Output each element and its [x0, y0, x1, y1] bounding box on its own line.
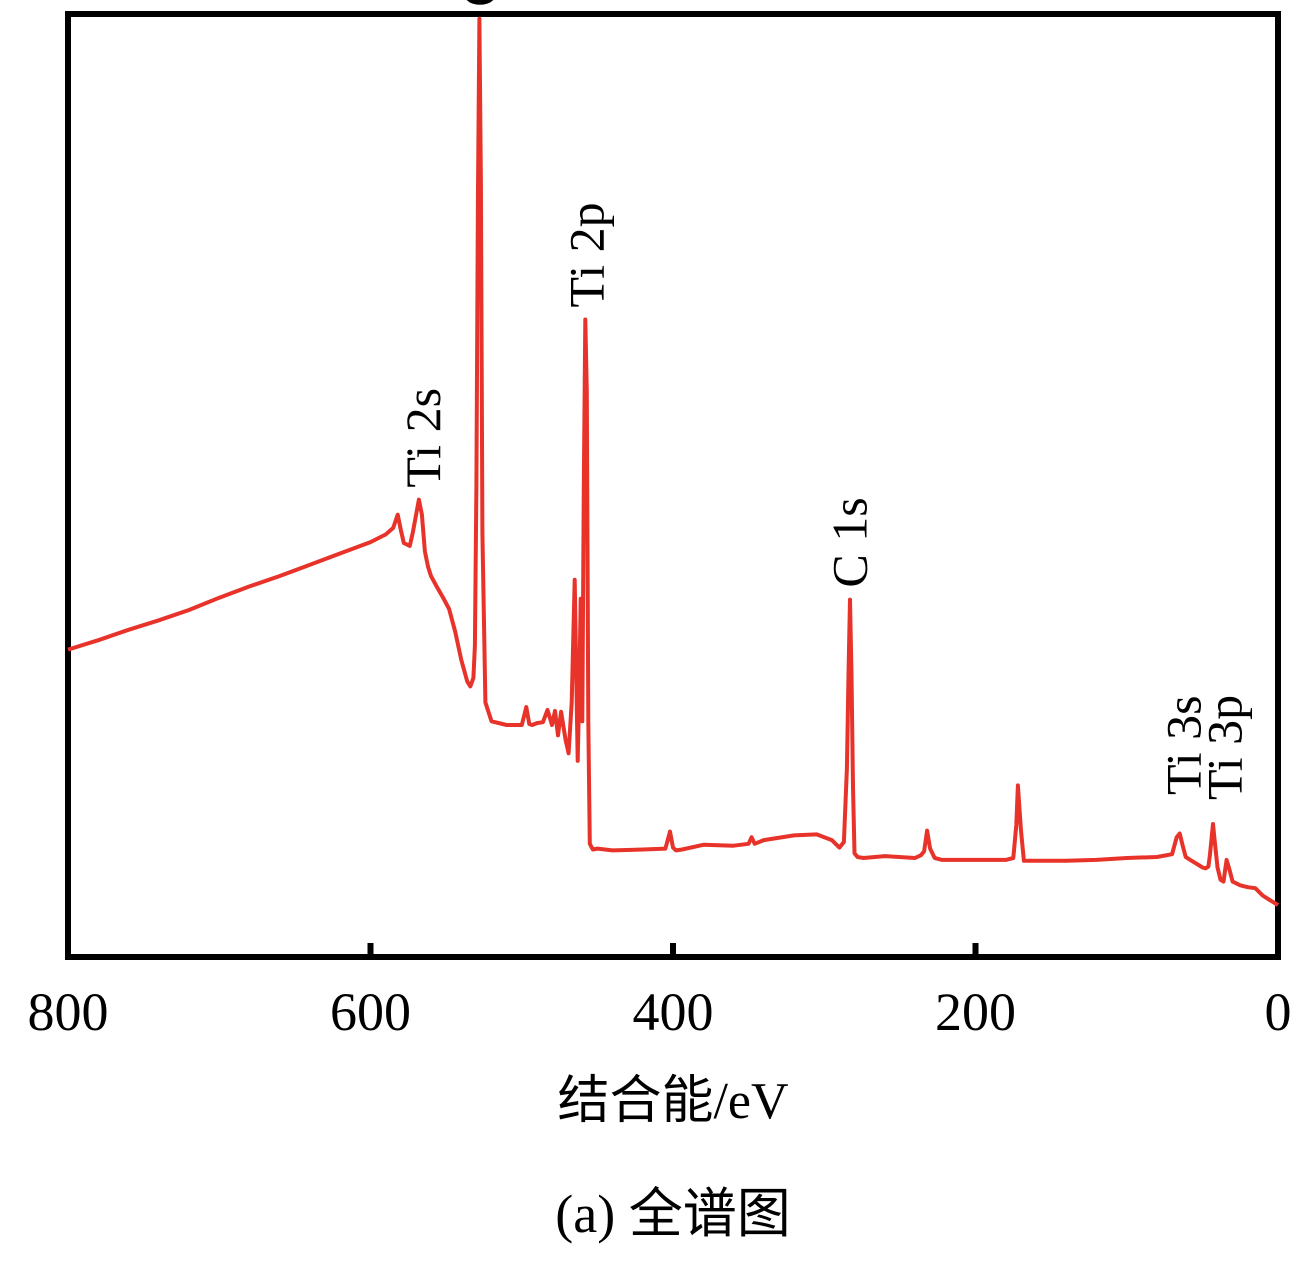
- x-tick-label-600: 600: [330, 982, 411, 1042]
- figure-caption: (a) 全谱图: [555, 1184, 790, 1244]
- x-axis-tick-labels: 800 600 400 200 0: [28, 982, 1292, 1042]
- x-tick-label-200: 200: [935, 982, 1016, 1042]
- x-tick-label-800: 800: [28, 982, 109, 1042]
- plot-frame: [65, 11, 1281, 960]
- peak-label-ti-3s: Ti 3s: [1156, 695, 1212, 795]
- peak-label-o-1s: O 1s: [451, 0, 507, 7]
- x-tick-label-0: 0: [1265, 982, 1292, 1042]
- peak-label-ti-3p: Ti 3p: [1197, 695, 1253, 800]
- x-tick-label-400: 400: [633, 982, 714, 1042]
- series-layer: [67, 16, 1280, 907]
- peak-label-ti-2p: Ti 2p: [558, 202, 614, 307]
- peak-label-c-1s: C 1s: [822, 497, 878, 587]
- spectrum-line-0: [67, 16, 1280, 907]
- x-axis-label: 结合能/eV: [557, 1073, 788, 1130]
- x-axis-ticks: [65, 943, 1281, 957]
- peak-label-ti-2s: Ti 2s: [395, 388, 451, 488]
